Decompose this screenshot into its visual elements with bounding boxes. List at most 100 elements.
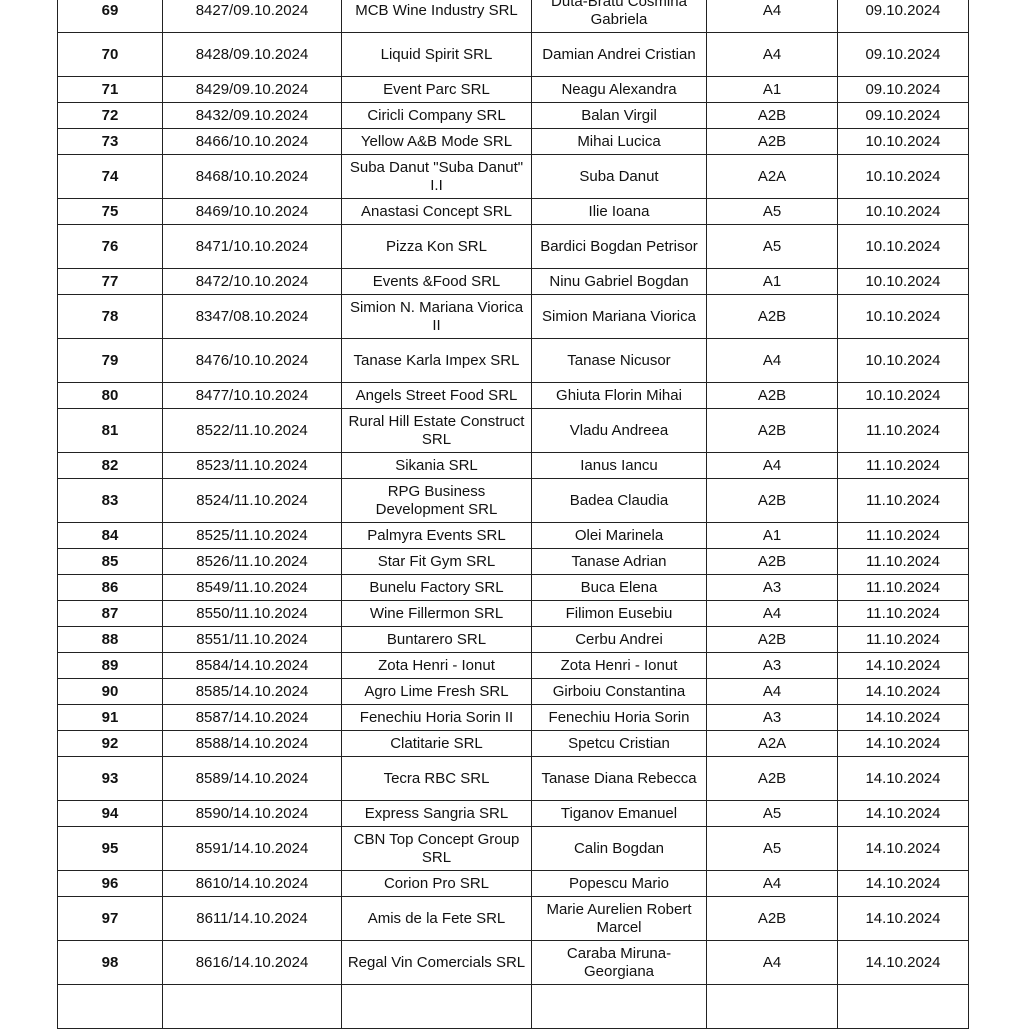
document-number-cell: 8427/09.10.2024 bbox=[162, 0, 342, 33]
date-cell: 10.10.2024 bbox=[837, 128, 969, 155]
table-row: 71 8429/09.10.2024 Event Parc SRL Neagu Ale… bbox=[57, 76, 969, 103]
table-row: 87 8550/11.10.2024 Wine Fillermon SRL Filim… bbox=[57, 600, 969, 627]
table-row: 89 8584/14.10.2024 Zota Henri - Ionut Zota … bbox=[57, 652, 969, 679]
date-cell: 09.10.2024 bbox=[837, 0, 969, 33]
company-name-cell: Event Parc SRL bbox=[341, 76, 532, 103]
row-number-cell: 78 bbox=[57, 294, 163, 339]
row-number-cell: 90 bbox=[57, 678, 163, 705]
table-row: 84 8525/11.10.2024 Palmyra Events SRL Olei … bbox=[57, 522, 969, 549]
date-cell: 14.10.2024 bbox=[837, 756, 969, 801]
person-name-cell: Fenechiu Horia Sorin bbox=[531, 704, 707, 731]
row-number-cell: 82 bbox=[57, 452, 163, 479]
table-row: 76 8471/10.10.2024 Pizza Kon SRL Bardici Bo… bbox=[57, 224, 969, 269]
person-name-cell: Ghiuta Florin Mihai bbox=[531, 382, 707, 409]
table-row: 97 8611/14.10.2024 Amis de la Fete SRL Mari… bbox=[57, 896, 969, 941]
table-row: 91 8587/14.10.2024 Fenechiu Horia Sorin II… bbox=[57, 704, 969, 731]
company-name-cell: Clatitarie SRL bbox=[341, 730, 532, 757]
document-number-cell: 8551/11.10.2024 bbox=[162, 626, 342, 653]
table-row: 95 8591/14.10.2024 CBN Top Concept Group S… bbox=[57, 826, 969, 871]
company-name-cell: Zota Henri - Ionut bbox=[341, 652, 532, 679]
date-cell: 14.10.2024 bbox=[837, 896, 969, 941]
document-number-cell: 8587/14.10.2024 bbox=[162, 704, 342, 731]
row-number-cell: 79 bbox=[57, 338, 163, 383]
row-number-cell: 84 bbox=[57, 522, 163, 549]
table-row: 77 8472/10.10.2024 Events &Food SRL Ninu Ga… bbox=[57, 268, 969, 295]
row-number-cell: 83 bbox=[57, 478, 163, 523]
class-code-cell: A2B bbox=[706, 478, 838, 523]
table-row: 96 8610/14.10.2024 Corion Pro SRL Popescu M… bbox=[57, 870, 969, 897]
class-code-cell: A2B bbox=[706, 548, 838, 575]
person-name-cell: Bardici Bogdan Petrisor bbox=[531, 224, 707, 269]
company-name-cell: Corion Pro SRL bbox=[341, 870, 532, 897]
class-code-cell: A4 bbox=[706, 338, 838, 383]
row-number-cell: 81 bbox=[57, 408, 163, 453]
document-number-cell: 8525/11.10.2024 bbox=[162, 522, 342, 549]
document-number-cell: 8523/11.10.2024 bbox=[162, 452, 342, 479]
date-cell: 14.10.2024 bbox=[837, 652, 969, 679]
class-code-cell: A4 bbox=[706, 870, 838, 897]
company-name-cell: Rural Hill Estate Construct SRL bbox=[341, 408, 532, 453]
class-code-cell: A4 bbox=[706, 600, 838, 627]
company-name-cell: Agro Lime Fresh SRL bbox=[341, 678, 532, 705]
row-number-cell: 91 bbox=[57, 704, 163, 731]
person-name-cell: Tanase Nicusor bbox=[531, 338, 707, 383]
company-name-cell: Angels Street Food SRL bbox=[341, 382, 532, 409]
table-row: 70 8428/09.10.2024 Liquid Spirit SRL Damian… bbox=[57, 32, 969, 77]
date-cell: 11.10.2024 bbox=[837, 408, 969, 453]
class-code-cell: A3 bbox=[706, 574, 838, 601]
row-number-cell: 89 bbox=[57, 652, 163, 679]
class-code-cell: A2A bbox=[706, 154, 838, 199]
date-cell: 14.10.2024 bbox=[837, 730, 969, 757]
date-cell: 09.10.2024 bbox=[837, 76, 969, 103]
registry-table-body: 69 8427/09.10.2024 MCB Wine Industry SRL Du… bbox=[57, 0, 969, 1029]
person-name-cell: Duta-Bratu Cosmina Gabriela bbox=[531, 0, 707, 33]
company-name-cell: MCB Wine Industry SRL bbox=[341, 0, 532, 33]
date-cell: 11.10.2024 bbox=[837, 522, 969, 549]
class-code-cell: A4 bbox=[706, 940, 838, 985]
person-name-cell: Balan Virgil bbox=[531, 102, 707, 129]
table-row: 88 8551/11.10.2024 Buntarero SRL Cerbu Andr… bbox=[57, 626, 969, 653]
date-cell: 14.10.2024 bbox=[837, 678, 969, 705]
company-name-cell: Simion N. Mariana Viorica II bbox=[341, 294, 532, 339]
company-name-cell: Palmyra Events SRL bbox=[341, 522, 532, 549]
person-name-cell: Tanase Adrian bbox=[531, 548, 707, 575]
date-cell: 10.10.2024 bbox=[837, 382, 969, 409]
company-name-cell: Ciricli Company SRL bbox=[341, 102, 532, 129]
row-number-cell: 86 bbox=[57, 574, 163, 601]
class-code-cell: A2B bbox=[706, 382, 838, 409]
document-number-cell: 8477/10.10.2024 bbox=[162, 382, 342, 409]
class-code-cell: A1 bbox=[706, 268, 838, 295]
row-number-cell: 72 bbox=[57, 102, 163, 129]
class-code-cell: A4 bbox=[706, 0, 838, 33]
date-cell: 09.10.2024 bbox=[837, 102, 969, 129]
date-cell: 11.10.2024 bbox=[837, 600, 969, 627]
table-row: 80 8477/10.10.2024 Angels Street Food SRL G… bbox=[57, 382, 969, 409]
person-name-cell: Zota Henri - Ionut bbox=[531, 652, 707, 679]
class-code-cell: A5 bbox=[706, 198, 838, 225]
class-code-cell: A5 bbox=[706, 826, 838, 871]
document-number-cell: 8522/11.10.2024 bbox=[162, 408, 342, 453]
person-name-cell: Buca Elena bbox=[531, 574, 707, 601]
person-name-cell: Caraba Miruna-Georgiana bbox=[531, 940, 707, 985]
company-name-cell: Wine Fillermon SRL bbox=[341, 600, 532, 627]
class-code-cell: A2B bbox=[706, 896, 838, 941]
document-number-cell: 8584/14.10.2024 bbox=[162, 652, 342, 679]
person-name-cell: Tiganov Emanuel bbox=[531, 800, 707, 827]
document-number-cell: 8472/10.10.2024 bbox=[162, 268, 342, 295]
row-number-cell: 92 bbox=[57, 730, 163, 757]
date-cell: 14.10.2024 bbox=[837, 940, 969, 985]
class-code-cell: A4 bbox=[706, 678, 838, 705]
date-cell: 14.10.2024 bbox=[837, 704, 969, 731]
table-row: 93 8589/14.10.2024 Tecra RBC SRL Tanase Dia… bbox=[57, 756, 969, 801]
date-cell: 11.10.2024 bbox=[837, 574, 969, 601]
table-row: 75 8469/10.10.2024 Anastasi Concept SRL Ili… bbox=[57, 198, 969, 225]
date-cell: 14.10.2024 bbox=[837, 826, 969, 871]
row-number-cell: 74 bbox=[57, 154, 163, 199]
row-number-cell: 80 bbox=[57, 382, 163, 409]
company-name-cell: Express Sangria SRL bbox=[341, 800, 532, 827]
table-row: 98 8616/14.10.2024 Regal Vin Comercials SR… bbox=[57, 940, 969, 985]
document-number-cell: 8611/14.10.2024 bbox=[162, 896, 342, 941]
table-row: 92 8588/14.10.2024 Clatitarie SRL Spetcu Cr… bbox=[57, 730, 969, 757]
person-name-cell: Suba Danut bbox=[531, 154, 707, 199]
person-name-cell: Spetcu Cristian bbox=[531, 730, 707, 757]
